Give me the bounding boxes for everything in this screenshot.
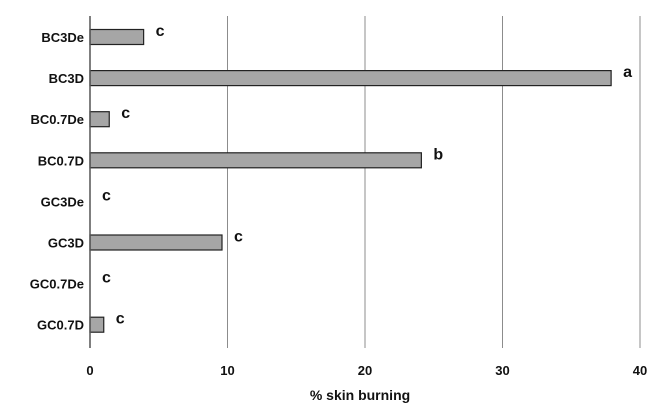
bar bbox=[89, 316, 105, 333]
bar-annotation: c bbox=[121, 105, 130, 122]
category-labels: BC3De BC3D BC0.7De BC0.7D GC3De GC3D GC0.7De GC… bbox=[30, 30, 84, 333]
category-label: BC0.7D bbox=[38, 153, 84, 168]
bar bbox=[89, 152, 422, 169]
category-label: BC3D bbox=[49, 71, 84, 86]
category-label: GC0.7D bbox=[37, 318, 84, 333]
bar-annotation: c bbox=[102, 270, 111, 287]
gridlines bbox=[227, 16, 641, 348]
bar-annotation: c bbox=[234, 229, 243, 246]
category-label: GC0.7De bbox=[30, 277, 84, 292]
category-label: BC3De bbox=[41, 30, 84, 45]
category-label: BC0.7De bbox=[31, 112, 84, 127]
bars bbox=[89, 28, 612, 333]
bar-annotations: c a c b c c c c bbox=[102, 23, 632, 328]
bar bbox=[89, 234, 223, 251]
bar-annotation: c bbox=[156, 23, 165, 40]
bar bbox=[89, 69, 612, 87]
x-tick-label: 30 bbox=[495, 363, 509, 378]
bar bbox=[89, 111, 110, 128]
bar-annotation: a bbox=[623, 64, 632, 81]
x-tick-label: 10 bbox=[220, 363, 234, 378]
bar-annotation: c bbox=[102, 187, 111, 204]
bar-annotation: b bbox=[433, 146, 443, 163]
x-tick-label: 0 bbox=[86, 363, 93, 378]
bar-annotation: c bbox=[116, 311, 125, 328]
x-tick-label: 20 bbox=[358, 363, 372, 378]
category-label: GC3De bbox=[41, 194, 84, 209]
category-label: GC3D bbox=[48, 236, 84, 251]
x-tick-label: 40 bbox=[633, 363, 647, 378]
bar bbox=[89, 28, 145, 46]
x-axis-title: % skin burning bbox=[310, 387, 410, 403]
x-tick-labels: 0 10 20 30 40 bbox=[86, 363, 647, 378]
